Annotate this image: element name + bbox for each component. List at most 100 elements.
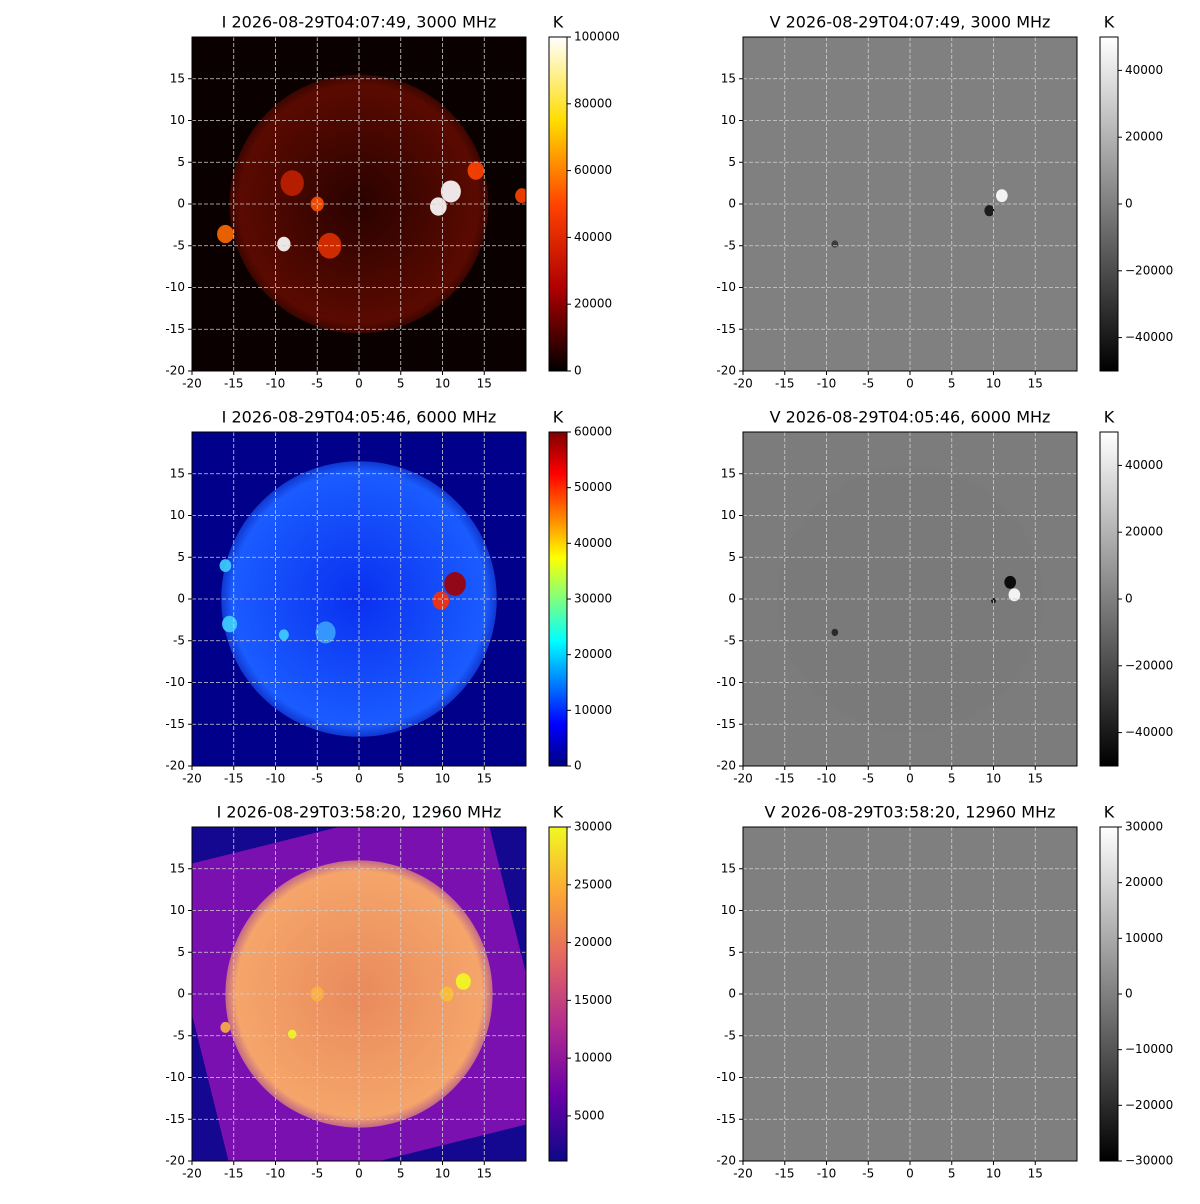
- bright-region: [429, 197, 447, 216]
- axes-frame: [191, 36, 527, 372]
- y-tick-label: 5: [177, 550, 185, 564]
- colorbar-tick-label: 0: [1125, 987, 1133, 1001]
- x-tick-label: 0: [355, 772, 363, 786]
- x-tick-label: 10: [435, 377, 450, 391]
- colorbar-tick-label: −10000: [1125, 1042, 1173, 1056]
- x-tick-label: -5: [311, 1167, 323, 1181]
- y-tick-label: -20: [165, 759, 185, 773]
- colorbar-tick-label: 20000: [574, 297, 612, 311]
- colorbar-tick-label: 30000: [574, 820, 612, 834]
- y-tick-label: -5: [724, 238, 736, 252]
- y-tick-label: -15: [716, 322, 736, 336]
- colorbar: [1099, 431, 1119, 767]
- y-tick-label: 5: [728, 945, 736, 959]
- panel: -20 -15 -10 -5 0 5 10 15 -20 -15 -10 -5 0 5 10 15 V 2026…: [716, 13, 1173, 391]
- x-tick-label: 5: [948, 1167, 956, 1181]
- x-tick-label: 10: [435, 772, 450, 786]
- y-tick-label: -15: [165, 322, 185, 336]
- y-tick-label: 10: [170, 903, 185, 917]
- x-tick-label: 5: [397, 1167, 405, 1181]
- x-tick-label: 5: [948, 772, 956, 786]
- y-tick-label: -10: [165, 280, 185, 294]
- colorbar-label: K: [1104, 13, 1115, 32]
- colorbar-tick-label: 10000: [574, 703, 612, 717]
- panel: -20 -15 -10 -5 0 5 10 15 -20 -15 -10 -5 0 5 10 15 V 2026…: [716, 803, 1173, 1181]
- y-tick-label: -10: [165, 1070, 185, 1084]
- y-tick-label: -20: [165, 1154, 185, 1168]
- y-tick-label: 0: [728, 592, 736, 606]
- x-tick-label: -20: [182, 1167, 202, 1181]
- solar-disk: [221, 461, 497, 737]
- panel: -20 -15 -10 -5 0 5 10 15 -20 -15 -10 -5 0 5 10 15 I 2026…: [165, 13, 619, 391]
- colorbar: [1099, 826, 1119, 1162]
- colorbar-label: K: [553, 408, 564, 427]
- colorbar-tick-label: 50000: [574, 480, 612, 494]
- x-tick-label: -10: [266, 377, 286, 391]
- y-tick-label: -10: [716, 1070, 736, 1084]
- bright-region: [315, 621, 336, 644]
- y-tick-label: -20: [716, 759, 736, 773]
- x-tick-label: 10: [986, 772, 1001, 786]
- x-tick-label: -15: [775, 377, 795, 391]
- y-tick-label: -20: [716, 1154, 736, 1168]
- y-tick-label: -5: [173, 238, 185, 252]
- y-tick-label: 15: [721, 466, 736, 480]
- y-tick-label: -10: [716, 280, 736, 294]
- x-tick-label: 0: [906, 772, 914, 786]
- x-tick-label: -5: [862, 377, 874, 391]
- x-tick-label: -20: [733, 377, 753, 391]
- colorbar-tick-label: 15000: [574, 993, 612, 1007]
- bright-region: [444, 572, 466, 596]
- colorbar-tick-label: 30000: [1125, 820, 1163, 834]
- axes-frame: [742, 36, 1078, 372]
- bright-region: [1008, 588, 1021, 602]
- y-tick-label: 15: [170, 466, 185, 480]
- x-tick-label: -20: [182, 377, 202, 391]
- y-tick-label: -10: [165, 675, 185, 689]
- y-tick-label: 15: [721, 71, 736, 85]
- panel-title: V 2026-08-29T04:05:46, 6000 MHz: [770, 408, 1051, 427]
- x-tick-label: 5: [948, 377, 956, 391]
- y-tick-label: 15: [170, 71, 185, 85]
- x-tick-label: -5: [311, 772, 323, 786]
- panel: -20 -15 -10 -5 0 5 10 15 -20 -15 -10 -5 0 5 10 15 I 2026…: [165, 408, 612, 786]
- x-tick-label: 15: [477, 772, 492, 786]
- bright-region: [310, 986, 324, 1002]
- colorbar-tick-label: −20000: [1125, 263, 1173, 277]
- y-tick-label: 10: [721, 903, 736, 917]
- x-tick-label: -20: [733, 772, 753, 786]
- y-tick-label: -15: [165, 717, 185, 731]
- colorbar-tick-label: 40000: [1125, 458, 1163, 472]
- x-tick-label: -5: [862, 1167, 874, 1181]
- y-tick-label: -5: [724, 633, 736, 647]
- colorbar-label: K: [1104, 408, 1115, 427]
- axes-frame: [742, 826, 1078, 1162]
- colorbar-label: K: [1104, 803, 1115, 822]
- axes-frame: [742, 431, 1078, 767]
- colorbar-tick-label: 0: [574, 364, 582, 378]
- solar-disk: [776, 465, 1044, 733]
- solar-disk: [229, 74, 489, 334]
- x-tick-label: -5: [862, 772, 874, 786]
- panel-title: I 2026-08-29T03:58:20, 12960 MHz: [217, 803, 502, 822]
- colorbar-tick-label: 40000: [574, 536, 612, 550]
- colorbar-tick-label: 10000: [1125, 931, 1163, 945]
- y-tick-label: -20: [165, 364, 185, 378]
- x-tick-label: 15: [1028, 772, 1043, 786]
- x-tick-label: -20: [182, 772, 202, 786]
- y-tick-label: 0: [177, 197, 185, 211]
- colorbar-tick-label: 25000: [574, 877, 612, 891]
- colorbar-tick-label: 10000: [574, 1051, 612, 1065]
- colorbar-tick-label: 20000: [1125, 130, 1163, 144]
- bright-region: [831, 240, 839, 248]
- colorbar: [548, 431, 568, 767]
- x-tick-label: -10: [817, 377, 837, 391]
- y-tick-label: 10: [170, 113, 185, 127]
- bright-region: [220, 1021, 231, 1033]
- bright-region: [217, 224, 234, 244]
- bright-region: [277, 236, 291, 252]
- y-tick-label: -15: [165, 1112, 185, 1126]
- x-tick-label: 5: [397, 772, 405, 786]
- x-tick-label: -20: [733, 1167, 753, 1181]
